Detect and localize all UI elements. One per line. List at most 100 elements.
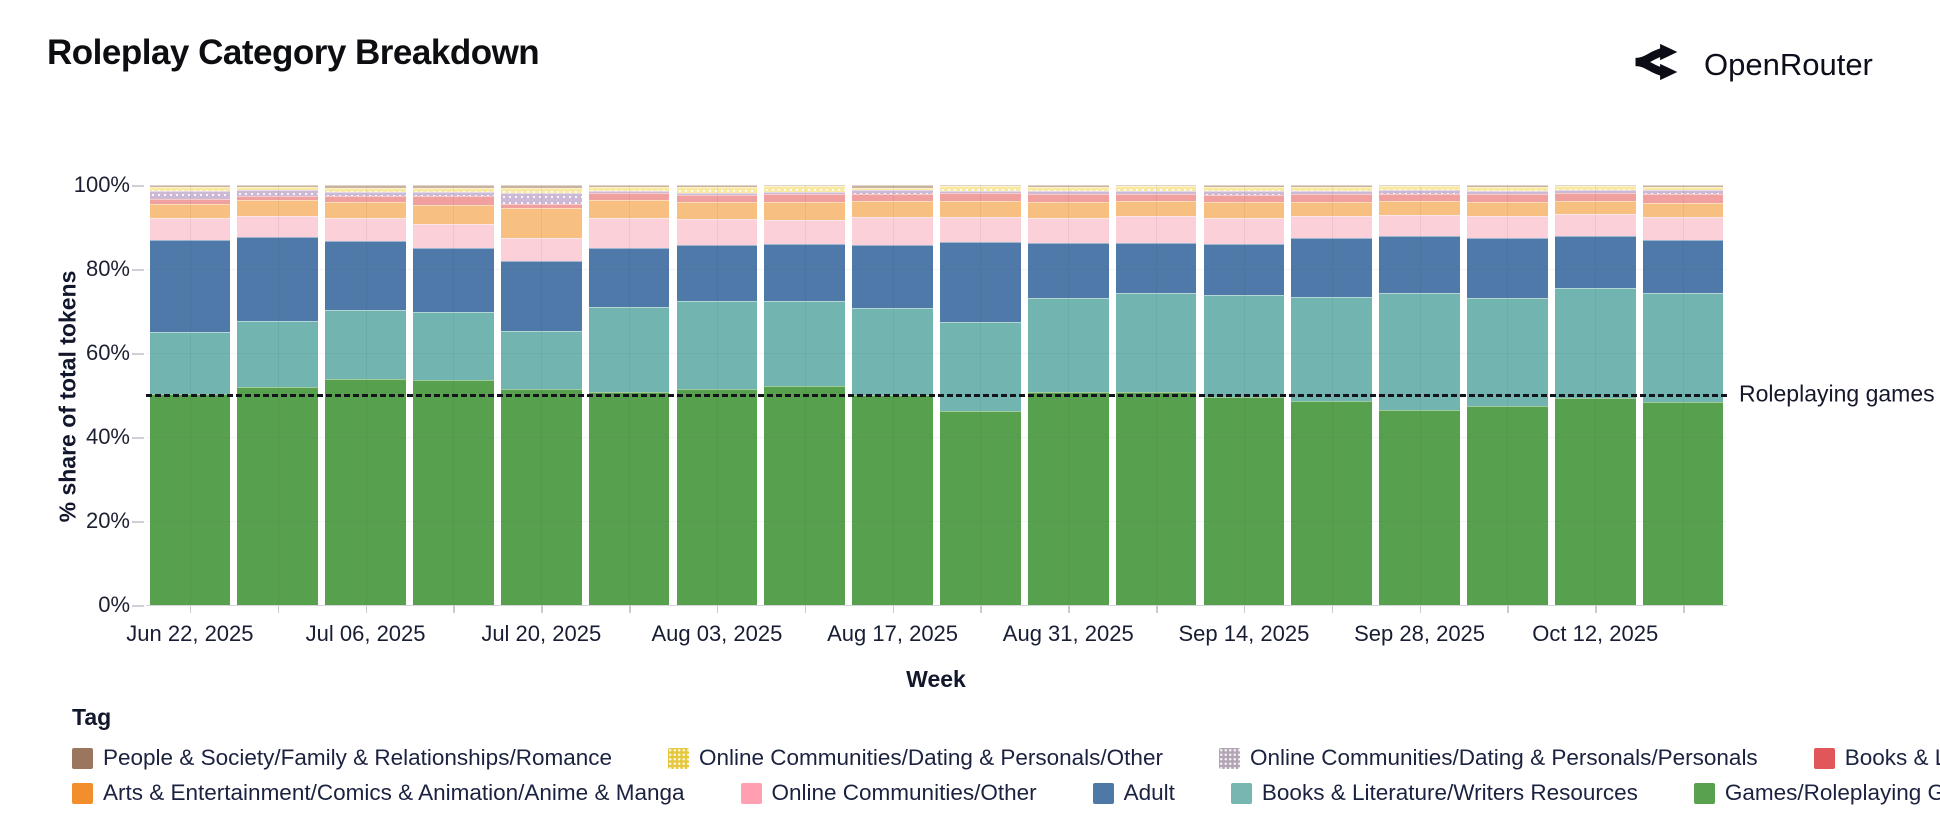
gridline [146,353,1727,354]
stacked-bar-plot: Jun 22, 2025 Jul 06, 2025 Jul 20, 2025 Aug … [126,184,1727,646]
segment-online-communities-other [940,216,1021,242]
segment-fan-fiction [588,193,670,201]
y-tick [132,437,144,439]
segment-dating-personals-personals [149,191,231,200]
segment-anime-manga [1467,201,1548,216]
segment-fan-fiction [676,195,758,203]
segment-roleplaying-games [852,395,933,605]
x-tick [629,605,631,613]
segment-writers-resources [237,320,319,388]
segment-online-communities-other [588,218,670,248]
x-tick [365,605,368,613]
segment-roleplaying-games [1467,405,1548,605]
x-tick [1419,605,1422,613]
segment-adult [676,245,758,301]
segment-anime-manga [676,202,758,220]
gridline [146,521,1727,522]
segment-roleplaying-games [1554,397,1636,605]
legend-item-writers-resources: Books & Literature/Writers Resources [1230,780,1638,806]
segment-anime-manga [1115,201,1197,216]
stacked-bar [1115,185,1197,605]
y-tick-label: 40% [85,424,130,449]
x-tick-label: Aug 17, 2025 [827,621,959,646]
segment-fan-fiction [1642,194,1724,204]
legend-row-2: Arts & Entertainment/Comics & Animation/… [72,780,1940,806]
stacked-bar [1379,185,1460,605]
x-tick [541,605,543,613]
segment-online-communities-other [676,219,758,246]
legend-item-anime-manga: Arts & Entertainment/Comics & Animation/… [72,780,685,806]
x-tick [1595,605,1597,613]
segment-online-communities-other [1554,214,1636,236]
y-axis: 0% 20% 40% 60% 80% 100% [0,172,144,617]
x-tick [189,605,192,613]
x-tick [1331,605,1334,613]
legend-item-label: Online Communities/Other [771,780,1037,805]
segment-fan-fiction [1291,194,1373,202]
y-tick-label: 80% [85,256,130,281]
segment-online-communities-other [149,218,231,241]
legend-item-dating-personals-personals: Online Communities/Dating & Personals/Pe… [1218,745,1758,771]
legend-swatch [668,747,689,769]
y-tick-label: 0% [98,592,130,617]
segment-fan-fiction [1027,194,1109,202]
segment-anime-manga [1027,201,1109,218]
segment-fan-fiction [852,193,933,201]
gridline [146,269,1727,270]
legend-item-roleplaying-games: Games/Roleplaying Games [1693,780,1940,806]
x-axis-title: Week [906,666,966,692]
legend-swatch [72,782,93,804]
stacked-bar [588,185,670,605]
segment-anime-manga [940,201,1021,217]
segment-anime-manga [1379,201,1460,215]
segment-anime-manga [1554,201,1636,215]
x-tick [980,605,982,613]
legend-item-adult: Adult [1092,780,1175,806]
segment-anime-manga [237,200,319,216]
x-tick-label: Oct 12, 2025 [1532,621,1659,646]
segment-online-communities-other [1203,217,1285,244]
x-tick-label: Jul 20, 2025 [481,621,602,646]
x-tick [1156,605,1158,613]
legend-item-label: Games/Roleplaying Games [1724,780,1940,805]
segment-adult [1554,235,1636,288]
segment-adult [1642,240,1724,293]
stacked-bar [1203,185,1285,605]
segment-online-communities-other [237,215,319,238]
segment-roleplaying-games [1291,400,1373,605]
legend-swatch [1230,782,1252,804]
segment-fan-fiction [940,193,1021,202]
segment-online-communities-other [1379,214,1460,237]
stacked-bar [325,185,406,605]
legend-title: Tag [72,704,112,730]
legend-item-label: Books & Literature/Writers Resources [1261,780,1638,805]
segment-roleplaying-games [1115,391,1197,605]
legend-swatch [1813,747,1835,769]
segment-writers-resources [676,300,758,389]
segment-roleplaying-games [764,386,846,605]
segment-online-communities-other [1467,215,1548,238]
segment-roleplaying-games [588,392,670,605]
segment-online-communities-other [325,217,406,241]
segment-adult [325,240,406,311]
x-tick [1507,605,1509,613]
legend-item-online-communities-other: Online Communities/Other [740,780,1037,806]
segment-adult [1115,242,1197,293]
legend-item-label: Online Communities/Dating & Personals/Ot… [699,745,1163,770]
segment-writers-resources [413,312,494,381]
y-tick-label: 60% [85,340,130,365]
x-tick-label: Jul 06, 2025 [305,621,426,646]
segment-online-communities-other [1115,215,1197,243]
x-tick [1683,605,1685,613]
x-tick-label: Jun 22, 2025 [126,621,254,646]
segment-adult [237,237,319,321]
segment-adult [149,240,231,332]
segment-online-communities-other [413,223,494,249]
segment-fan-fiction [1203,195,1285,203]
segment-adult [588,247,670,308]
segment-writers-resources [149,331,231,394]
segment-roleplaying-games [149,393,231,605]
x-tick-label: Sep 14, 2025 [1178,621,1310,646]
page-title: Roleplay Category Breakdown [47,33,540,72]
